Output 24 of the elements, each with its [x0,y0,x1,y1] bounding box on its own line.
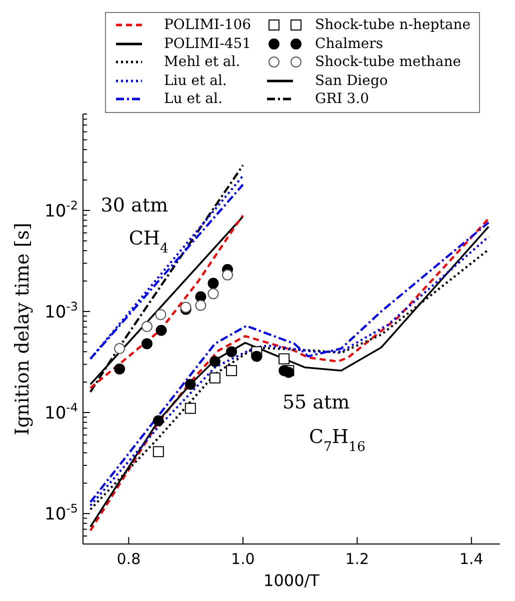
y-tick-label: 10$^{-2}$ [44,198,78,222]
y-tick-label: 10$^{-5}$ [44,502,78,525]
x-axis-title: 1000/T [264,571,320,590]
legend-label: Lu et al. [164,91,222,108]
y-tick-label: 10$^{-3}$ [44,299,78,322]
legend-label: POLIMI-451 [164,36,252,52]
legend-label: Shock-tube n-heptane [315,17,471,34]
legend-label: Liu et al. [164,72,227,89]
x-tick-label: 1.4 [460,550,484,568]
legend-label: Chalmers [315,36,384,52]
legend-label: San Diego [315,72,388,89]
annotation: 30 atm [100,194,168,216]
annotation: 55 atm [282,391,350,414]
x-tick-label: 0.8 [116,550,141,568]
legend-label: GRI 3.0 [315,91,370,108]
x-tick-label: 1.0 [231,550,255,568]
annotation: CH$_{4}$ [128,228,168,256]
annotation: C$_{7}$H$_{16}$ [308,426,366,454]
legend-label: POLIMI-106 [164,17,252,34]
x-tick-label: 1.2 [345,550,370,568]
legend-label: Shock-tube methane [315,54,462,70]
y-axis-title: Ignition delay time [s] [12,222,34,436]
legend-label: Mehl et al. [164,54,240,70]
y-tick-label: 10$^{-4}$ [44,400,78,424]
